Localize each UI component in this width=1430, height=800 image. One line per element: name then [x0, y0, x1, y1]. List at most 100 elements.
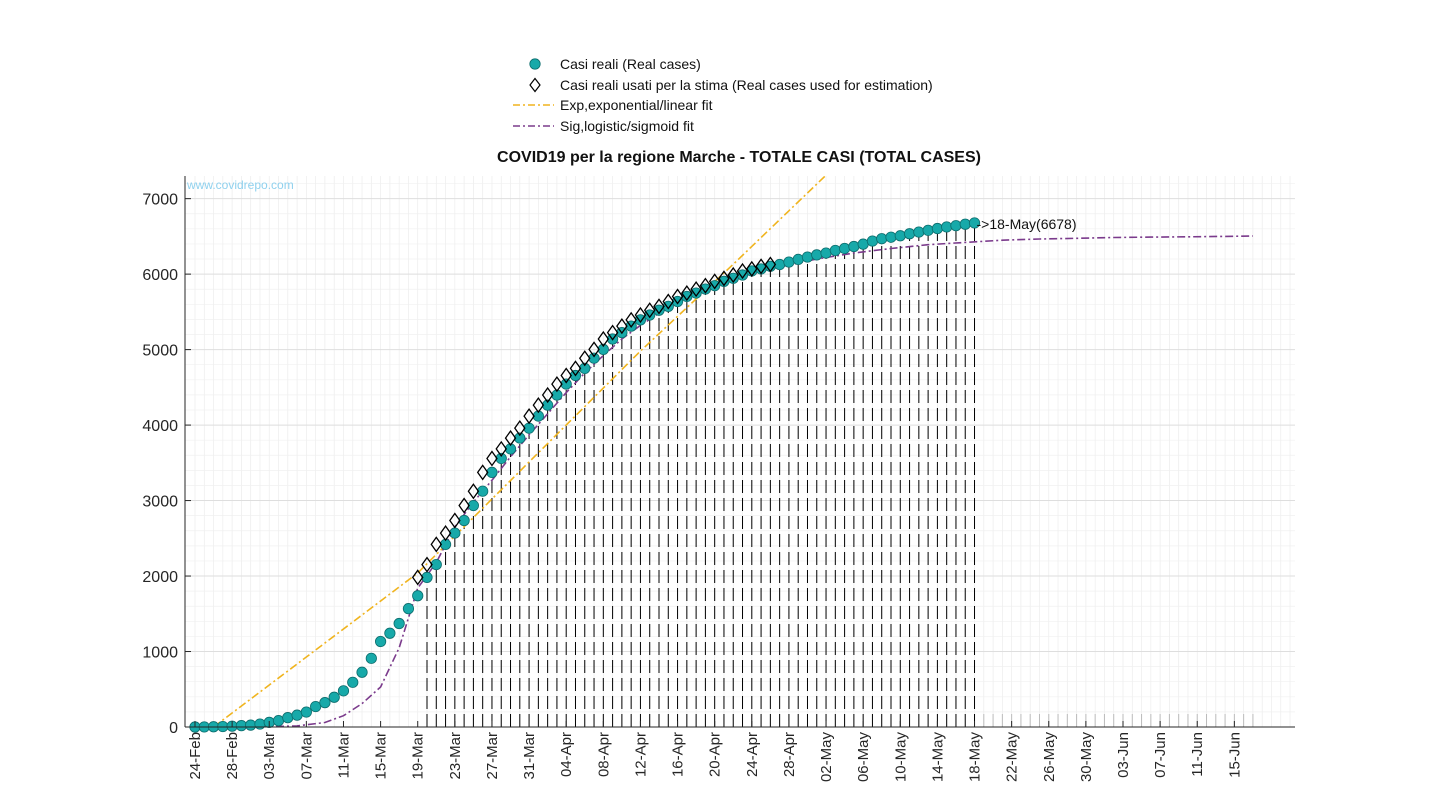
data-point-used: [662, 293, 675, 310]
x-tick-label: 19-Mar: [410, 732, 427, 780]
x-tick-label: 18-May: [967, 732, 984, 783]
diamond-marker-icon: [529, 77, 541, 92]
data-point-real: [866, 235, 879, 247]
data-point-used: [755, 258, 767, 275]
data-point-real: [282, 712, 294, 724]
x-tick-label: 02-May: [818, 732, 835, 783]
data-point-real: [310, 700, 322, 713]
data-point-real: [458, 514, 470, 527]
data-point-real: [653, 304, 665, 316]
data-point-real: [876, 233, 888, 245]
legend-label-sig: Sig,logistic/sigmoid fit: [560, 117, 694, 134]
data-point-real: [634, 314, 647, 326]
data-point-real: [820, 247, 832, 259]
y-tick-label: 5000: [142, 343, 178, 360]
data-point-real: [319, 697, 331, 709]
data-point-used: [764, 256, 777, 273]
data-point-real: [922, 224, 934, 236]
data-point-used: [625, 311, 637, 328]
data-point-used: [597, 330, 610, 348]
data-point-used: [588, 341, 600, 358]
legend-label-exp: Exp,exponential/linear fit: [560, 97, 713, 113]
data-point-real: [412, 590, 424, 602]
x-tick-label: 03-Mar: [261, 732, 278, 780]
x-tick-label: 15-Jun: [1226, 732, 1243, 778]
data-point-real: [560, 378, 572, 390]
x-tick-label: 23-Mar: [447, 732, 464, 780]
data-point-real: [950, 220, 962, 232]
x-tick-label: 08-Apr: [595, 732, 612, 777]
data-point-used: [504, 429, 517, 447]
data-point-real: [903, 228, 916, 240]
x-tick-label: 20-Apr: [707, 732, 724, 777]
sig-fit-line: [259, 235, 1253, 727]
legend-label-used: Casi reali usati per la stima (Real case…: [560, 76, 933, 93]
data-point-real: [597, 343, 609, 355]
data-point-real: [486, 466, 498, 479]
data-point-used: [486, 450, 498, 467]
data-point-real: [384, 627, 396, 639]
data-point-real: [374, 635, 387, 648]
data-point-used: [708, 273, 721, 290]
data-point-used: [746, 260, 758, 278]
data-point-real: [885, 231, 897, 243]
data-point-real: [532, 410, 544, 422]
chart-title: COVID19 per la regione Marche - TOTALE C…: [497, 149, 981, 166]
x-tick-label: 14-May: [929, 732, 946, 783]
watermark-text: www.covidrepo.com: [187, 178, 294, 192]
data-point-used: [671, 288, 684, 305]
data-point-used: [606, 324, 619, 341]
data-point-used: [458, 497, 470, 514]
y-tick-label: 0: [169, 720, 178, 737]
data-point-used: [569, 360, 582, 377]
data-point-real: [644, 309, 656, 321]
data-point-used: [653, 298, 665, 315]
data-point-real: [235, 720, 247, 732]
labels-layer: 0 1000 2000 3000 4000 5000 6000 7000 24-Feb 28-Fe…: [142, 192, 1243, 782]
data-point-used: [476, 464, 489, 481]
x-tick-label: 27-Mar: [484, 732, 501, 780]
data-point-used: [736, 262, 749, 280]
x-tick-label: 24-Apr: [744, 732, 761, 777]
fit-lines-layer: [213, 176, 1253, 727]
data-point-used: [495, 440, 508, 458]
data-point-used: [560, 367, 572, 384]
data-point-real: [913, 226, 925, 238]
data-point-used: [681, 284, 693, 302]
data-point-used: [690, 280, 702, 298]
data-point-real: [783, 256, 795, 268]
x-tick-label: 03-Jun: [1115, 732, 1132, 778]
data-point-real: [848, 240, 860, 253]
data-point-used: [616, 318, 628, 335]
data-point-used: [523, 407, 535, 425]
data-point-real: [514, 432, 526, 444]
markers-layer: [189, 217, 981, 733]
drop-lines-layer: [426, 222, 1254, 727]
data-point-real: [811, 249, 823, 261]
y-tick-label: 1000: [142, 645, 178, 662]
data-point-real: [829, 244, 841, 257]
data-point-used: [449, 512, 461, 529]
data-point-real: [254, 718, 266, 730]
data-point-real: [245, 719, 257, 731]
data-point-real: [542, 399, 554, 411]
x-tick-label: 31-Mar: [521, 732, 538, 780]
data-point-used: [421, 556, 433, 573]
data-point-used: [634, 306, 647, 324]
data-point-used: [727, 266, 740, 284]
data-point-used: [532, 397, 545, 414]
data-point-real: [838, 242, 851, 255]
x-tick-label: 26-May: [1041, 732, 1058, 783]
x-tick-label: 24-Feb: [187, 732, 204, 780]
data-point-real: [801, 251, 814, 263]
data-point-real: [504, 443, 517, 455]
dash-dot-line-icon: [513, 124, 554, 127]
x-tick-label: 15-Mar: [373, 732, 390, 780]
data-point-real: [430, 558, 442, 571]
data-point-real: [356, 666, 368, 678]
x-tick-label: 12-Apr: [632, 732, 649, 777]
y-tick-label: 6000: [142, 267, 178, 284]
data-point-real: [365, 652, 377, 664]
data-point-used: [541, 386, 554, 404]
data-point-real: [551, 389, 563, 401]
